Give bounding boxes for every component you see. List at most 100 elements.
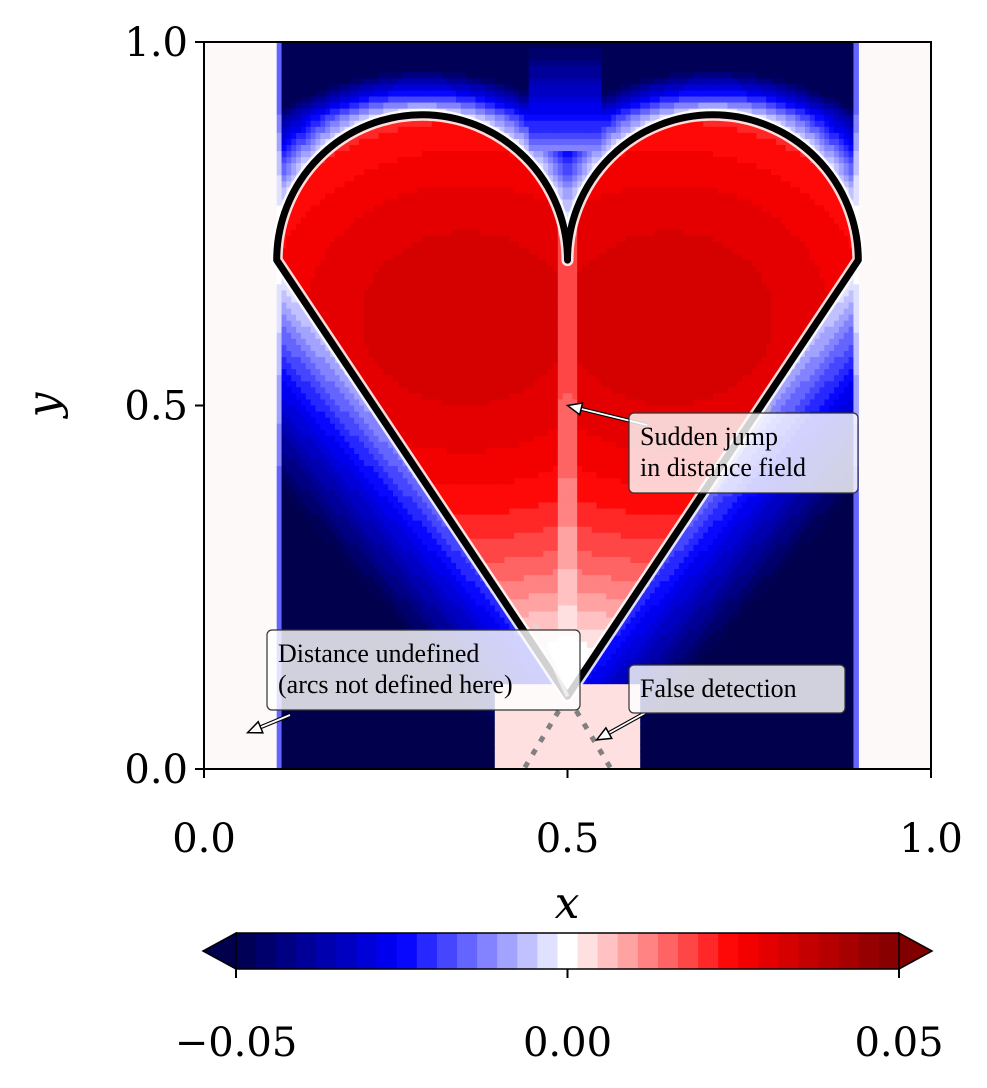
heatmap-cell [344,714,350,722]
heatmap-cell [339,247,346,255]
heatmap-cell [465,320,472,328]
heatmap-cell [310,762,317,769]
heatmap-cell [291,326,297,334]
heatmap-cell [363,326,370,334]
heatmap-cell [460,96,467,104]
heatmap-cell [296,762,302,769]
heatmap-cell [344,48,350,55]
heatmap-cell [388,278,394,285]
heatmap-cell [446,484,452,491]
heatmap-cell [412,241,418,249]
heatmap-cell [305,405,312,413]
heatmap-cell [431,387,438,394]
heatmap-cell [451,502,457,510]
heatmap-cell [276,187,283,195]
heatmap-cell [344,120,350,128]
heatmap-cell [431,563,438,570]
heatmap-cell [426,308,433,316]
heatmap-cell [305,575,312,582]
heatmap-cell [320,441,326,449]
heatmap-cell [470,241,477,249]
heatmap-cell [402,314,409,322]
heatmap-cell [412,387,418,394]
heatmap-cell [354,460,360,467]
heatmap-cell [378,247,384,255]
heatmap-cell [349,138,355,146]
heatmap-cell [441,429,447,437]
heatmap-cell [344,66,350,73]
heatmap-cell [426,350,433,358]
heatmap-cell [373,247,380,255]
heatmap-cell [436,84,443,92]
heatmap-cell [446,308,452,316]
heatmap-cell [475,241,481,249]
heatmap-cell [373,762,380,769]
heatmap-cell [368,581,375,588]
heatmap-cell [310,84,317,92]
heatmap-cell [300,278,307,285]
heatmap-cell [451,338,457,346]
heatmap-cell [397,96,404,104]
heatmap-cell [451,417,457,425]
heatmap-cell [407,714,414,722]
heatmap-cell [281,357,287,364]
heatmap-cell [383,241,389,249]
heatmap-cell [310,460,317,467]
heatmap-cell [378,381,384,388]
heatmap-cell [465,762,472,769]
heatmap-cell [441,187,447,195]
heatmap-cell [330,66,336,73]
heatmap-cell [393,199,399,207]
heatmap-cell [349,290,355,298]
heatmap-cell [310,78,317,86]
heatmap-cell [330,708,336,716]
heatmap-cell [330,617,336,625]
heatmap-cell [373,175,380,182]
heatmap-cell [456,338,462,346]
heatmap-cell [300,54,307,61]
heatmap-cell [325,393,331,401]
heatmap-cell [344,411,350,419]
heatmap-cell [300,496,307,504]
heatmap-cell [431,453,438,461]
heatmap-cell [368,738,375,746]
heatmap-cell [431,732,438,740]
heatmap-cell [417,393,423,401]
heatmap-cell [470,338,477,346]
heatmap-cell [339,732,346,740]
heatmap-cell [354,472,360,479]
heatmap-cell [451,199,457,207]
heatmap-cell [470,72,477,79]
heatmap-cell [339,308,346,316]
heatmap-cell [325,387,331,394]
heatmap-cell [383,163,389,170]
heatmap-cell [446,90,452,98]
heatmap-cell [354,272,360,279]
heatmap-cell [300,490,307,497]
heatmap-cell [296,102,302,110]
heatmap-cell [451,435,457,443]
heatmap-cell [300,102,307,110]
heatmap-cell [378,332,384,340]
heatmap-cell [407,223,414,231]
heatmap-cell [470,381,477,388]
heatmap-cell [286,247,292,255]
heatmap-cell [402,320,409,328]
heatmap-cell [456,193,462,201]
heatmap-cell [383,60,389,67]
heatmap-cell [330,375,336,382]
heatmap-cell [286,326,292,334]
heatmap-cell [393,744,399,752]
heatmap-cell [339,496,346,504]
heatmap-cell [412,478,418,485]
heatmap-cell [441,720,447,728]
heatmap-cell [451,217,457,225]
heatmap-cell [470,726,477,734]
heatmap-cell [470,175,477,182]
heatmap-cell [412,326,418,334]
heatmap-cell [286,60,292,67]
heatmap-cell [330,417,336,425]
heatmap-cell [470,762,477,769]
heatmap-cell [431,587,438,594]
heatmap-cell [330,296,336,304]
